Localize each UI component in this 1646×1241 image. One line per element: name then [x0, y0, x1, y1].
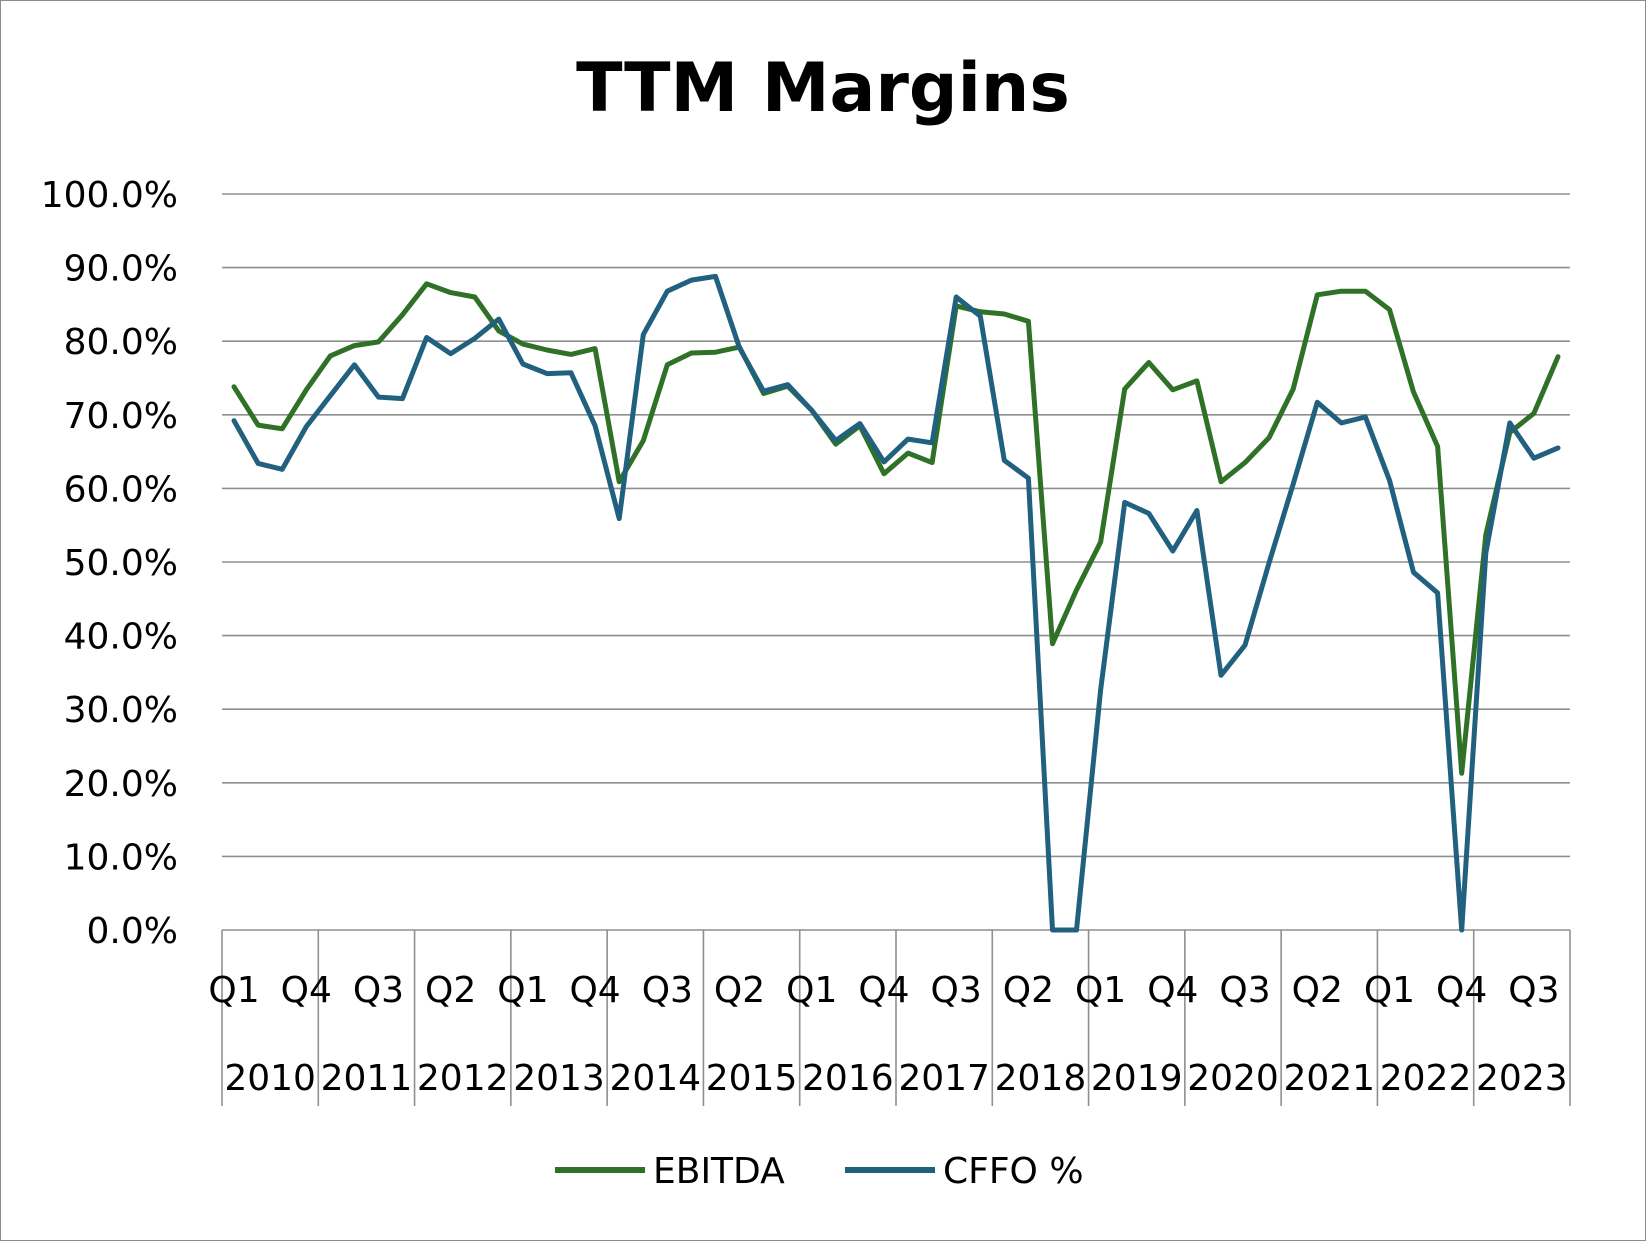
series-lines	[231, 273, 1561, 933]
x-year-label: 2013	[513, 1058, 605, 1099]
x-axis: 2010 2011 2012 2013 2014 2015 2016 2017 2018 2019…	[208, 929, 1571, 1106]
y-tick-label: 60.0%	[64, 469, 178, 510]
legend-label: EBITDA	[653, 1151, 785, 1192]
x-year-label: 2020	[1187, 1058, 1279, 1099]
x-quarter-label: Q1	[497, 970, 548, 1011]
series-line-cffo	[231, 273, 1561, 933]
chart-title: TTM Margins	[576, 49, 1070, 128]
x-quarter-label: Q2	[1003, 970, 1054, 1011]
x-quarter-label: Q4	[1147, 970, 1198, 1011]
x-year-label: 2016	[802, 1058, 894, 1099]
series-line-ebitda	[231, 281, 1561, 776]
y-tick-label: 30.0%	[64, 690, 178, 731]
x-quarter-label: Q2	[1292, 970, 1343, 1011]
x-quarter-label: Q3	[1508, 970, 1559, 1011]
x-quarter-label: Q3	[931, 970, 982, 1011]
x-year-label: 2023	[1476, 1058, 1568, 1099]
y-gridlines	[222, 193, 1570, 858]
y-tick-label: 50.0%	[64, 543, 178, 584]
x-year-label: 2022	[1380, 1058, 1472, 1099]
y-tick-label: 40.0%	[64, 617, 178, 658]
x-quarter-label: Q4	[1436, 970, 1487, 1011]
legend: EBITDA CFFO %	[555, 1151, 1084, 1192]
x-quarter-label: Q4	[281, 970, 332, 1011]
x-quarter-label: Q1	[1364, 970, 1415, 1011]
x-quarter-label: Q1	[1075, 970, 1126, 1011]
x-year-label: 2011	[321, 1058, 413, 1099]
y-tick-label: 80.0%	[64, 322, 178, 363]
x-year-label: 2017	[898, 1058, 990, 1099]
y-tick-label: 10.0%	[64, 837, 178, 878]
x-year-label: 2014	[609, 1058, 701, 1099]
x-quarter-label: Q4	[569, 970, 620, 1011]
x-year-label: 2018	[995, 1058, 1087, 1099]
y-tick-label: 70.0%	[64, 396, 178, 437]
x-year-label: 2015	[706, 1058, 798, 1099]
x-year-label: 2021	[1283, 1058, 1375, 1099]
x-quarter-label: Q1	[786, 970, 837, 1011]
x-quarter-label: Q3	[642, 970, 693, 1011]
y-axis-tick-labels: 0.0% 10.0% 20.0% 30.0% 40.0% 50.0% 60.0% 70.0% 8…	[41, 175, 178, 952]
x-year-label: 2019	[1091, 1058, 1183, 1099]
y-tick-label: 20.0%	[64, 764, 178, 805]
x-year-label: 2010	[224, 1058, 316, 1099]
x-quarter-label: Q3	[1219, 970, 1270, 1011]
y-tick-label: 0.0%	[87, 911, 178, 952]
legend-label: CFFO %	[943, 1151, 1084, 1192]
x-quarter-label: Q1	[208, 970, 259, 1011]
y-tick-label: 100.0%	[41, 175, 178, 216]
x-year-label: 2012	[417, 1058, 509, 1099]
y-tick-label: 90.0%	[64, 249, 178, 290]
x-quarter-label: Q4	[858, 970, 909, 1011]
x-quarter-label: Q3	[353, 970, 404, 1011]
x-quarter-label: Q2	[714, 970, 765, 1011]
x-quarter-label: Q2	[425, 970, 476, 1011]
